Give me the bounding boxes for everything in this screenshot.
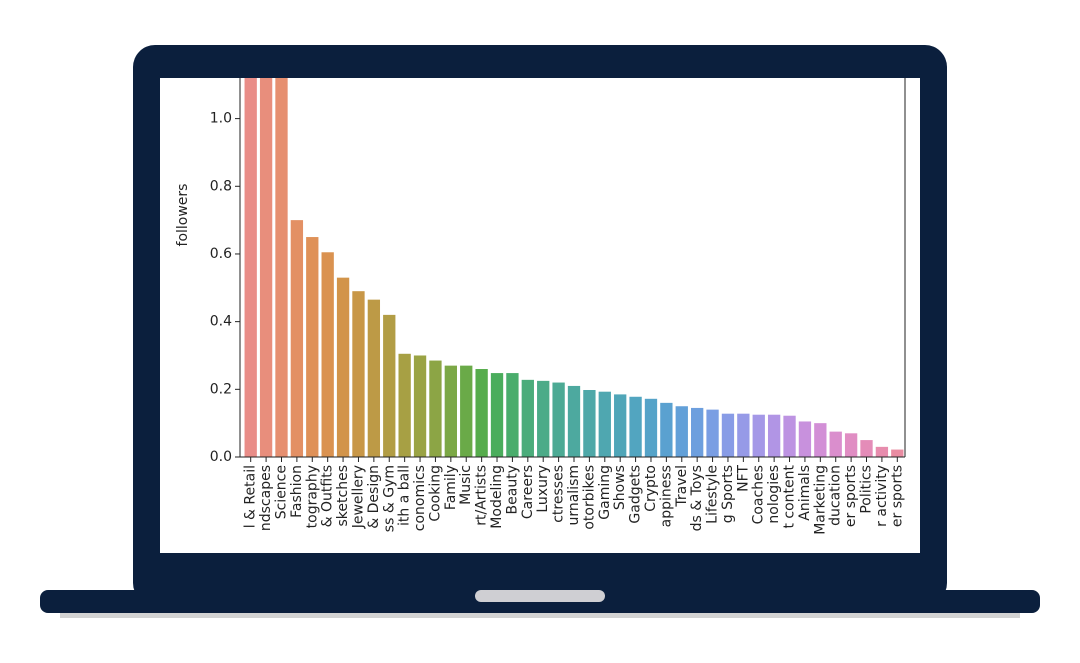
bar [383,314,396,457]
bar [259,78,273,457]
x-tick-label: Jewellery [350,465,366,529]
chart: followers 0.0 0.2 0.4 0.6 0.8 1.0 l & Retail nd… [175,78,906,535]
bar [814,423,827,457]
x-tick-label: Cooking [427,465,443,522]
x-tick-label: Marketing [812,465,828,535]
y-tick-label: 0.4 [210,314,232,330]
x-tick-label: l & Retail [243,465,259,528]
x-tick-label: Family [443,465,459,510]
bar [783,415,796,457]
bar [244,78,257,458]
x-tick-label: ducation [828,465,844,526]
bar [706,409,719,457]
bar [737,413,750,457]
bar [321,252,334,457]
bar [844,433,858,457]
bar [490,373,504,457]
x-tick-label: urnalism [566,465,582,526]
x-tick-label: ith a ball [397,465,413,526]
bar [644,398,658,457]
x-tick-label: NFT [735,465,751,492]
x-tick-label: Animals [797,465,813,521]
x-tick-label: conomics [412,465,428,531]
bar [413,355,427,457]
x-tick-label: Politics [859,465,875,514]
bar [398,353,411,457]
bar [290,220,304,457]
bar [798,421,812,457]
bar [537,380,550,457]
bar [521,379,534,457]
bar [598,391,611,457]
x-tick-label: g Sports [720,465,736,523]
x-tick-label: Lifestyle [705,465,721,524]
x-tick-label: Gaming [597,465,613,520]
bar [475,369,488,457]
x-tick-label: sketches [335,465,351,526]
x-tick-label: tography [304,465,320,528]
x-tick-label: Luxury [535,465,551,513]
x-tick-label: appiness [658,465,674,527]
bar [767,414,781,457]
bar [721,413,735,457]
x-tick-label: & Design [366,465,382,529]
x-tick-label: r activity [874,465,890,527]
x-tick-label: Coaches [751,465,767,524]
bar [306,237,319,457]
y-tick-label: 0.6 [210,246,232,262]
bar [752,414,765,457]
bar [860,440,873,457]
bar [583,389,596,457]
x-tick-label: Music [458,465,474,505]
x-tick-label: nologies [766,465,782,524]
bar [891,449,904,457]
bar [875,446,889,457]
bar [614,394,627,457]
x-tick-label: ctresses [551,465,567,523]
x-tick-label: Shows [612,465,628,510]
bar [567,385,581,457]
x-tick-label: Travel [674,465,690,508]
x-tick-label: Careers [520,465,536,519]
x-tick-label: Fashion [289,465,305,518]
x-tick-label: Gadgets [628,465,644,524]
bar [660,402,673,457]
bar [506,373,519,457]
x-tick-label: er sports [843,465,859,527]
x-tick-label: ss & Gym [381,465,397,532]
bar [444,365,457,457]
x-tick-label: ndscapes [258,465,274,531]
bar [460,365,473,457]
x-tick-label: & Outfits [320,465,336,527]
y-tick-label: 0.2 [210,381,232,397]
x-tick-label: otorbikes [581,465,597,530]
y-tick-label: 1.0 [210,111,232,127]
x-tick-label: Science [273,465,289,519]
x-tick-label: er sports [889,465,905,527]
x-tick-label: Modeling [489,465,505,529]
y-tick-label: 0.0 [210,449,232,465]
bar [629,396,642,457]
bar [275,78,288,457]
bar [352,291,365,457]
x-tick-label: Beauty [504,465,520,514]
x-tick-label: ds & Toys [689,465,705,531]
y-tick-label: 0.8 [210,178,232,194]
bar [367,299,381,457]
bar [829,431,842,457]
bar [336,277,350,457]
bar [675,406,688,457]
base-shadow [60,610,1020,618]
bar [691,407,704,457]
x-tick-label: Crypto [643,465,659,512]
bar [552,382,565,457]
y-axis-label: followers [175,184,191,247]
laptop-notch [475,590,605,602]
bar [429,360,442,457]
x-tick-label: t content [782,464,798,528]
x-tick-label: rt/Artists [474,465,490,526]
